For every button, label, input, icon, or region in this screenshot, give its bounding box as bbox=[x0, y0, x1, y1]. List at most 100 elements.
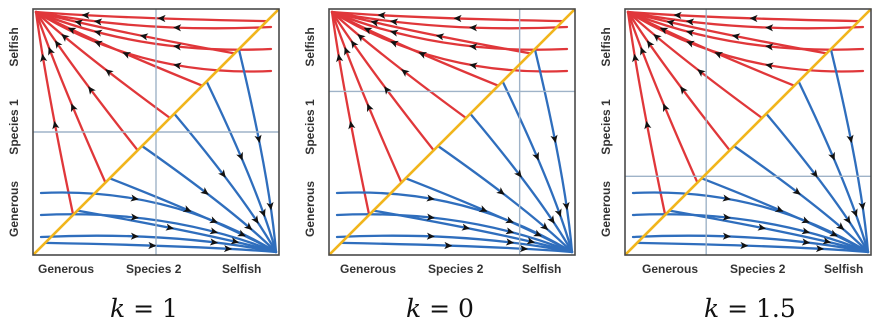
phase-plot bbox=[328, 8, 576, 256]
panel-k-0: Selfish Species 1 Generous Generous Spec… bbox=[296, 0, 586, 333]
red-trajectory bbox=[330, 10, 435, 152]
red-trajectory bbox=[330, 10, 371, 217]
red-trajectories bbox=[330, 10, 569, 217]
flow-arrow bbox=[67, 27, 77, 35]
flow-arrow bbox=[254, 134, 262, 144]
flow-arrow bbox=[554, 208, 562, 218]
y-axis-labels: Selfish Species 1 Generous bbox=[296, 9, 324, 255]
flow-arrow bbox=[139, 33, 149, 41]
flow-arrow bbox=[722, 194, 731, 202]
flow-arrow bbox=[461, 223, 471, 231]
flow-arrow bbox=[810, 169, 818, 178]
flow-arrow bbox=[722, 232, 731, 240]
flow-arrow bbox=[822, 237, 832, 245]
k-number: 1.5 bbox=[756, 294, 796, 323]
k-equals: = bbox=[719, 294, 756, 323]
flow-arrow bbox=[401, 69, 410, 77]
k-number: 1 bbox=[162, 294, 178, 323]
flow-arrow bbox=[348, 120, 356, 130]
flow-arrow bbox=[663, 103, 670, 113]
flow-arrow bbox=[105, 69, 114, 77]
blue-trajectory bbox=[335, 191, 574, 254]
flow-arrow bbox=[426, 194, 435, 202]
diagonal-line bbox=[328, 8, 576, 256]
flow-arrow bbox=[384, 86, 392, 95]
flow-arrow bbox=[88, 86, 96, 95]
red-trajectory bbox=[34, 10, 75, 217]
red-trajectory bbox=[626, 10, 667, 217]
flow-arrow bbox=[801, 216, 810, 224]
flow-arrow bbox=[846, 134, 854, 144]
flow-arrow bbox=[653, 33, 662, 42]
flow-arrow bbox=[71, 103, 78, 113]
flow-arrow bbox=[444, 241, 453, 250]
y-label-selfish: Selfish bbox=[599, 27, 613, 67]
blue-trajectories bbox=[39, 47, 278, 254]
flow-arrow bbox=[350, 40, 359, 49]
flow-arrow bbox=[251, 215, 259, 224]
panel-k-1: Selfish Species 1 Generous Generous Spec… bbox=[0, 0, 290, 333]
blue-trajectory bbox=[436, 144, 574, 254]
flow-arrow bbox=[505, 227, 515, 235]
panel-k-1-5: Selfish Species 1 Generous Generous Spec… bbox=[592, 0, 875, 333]
flow-arrow bbox=[765, 24, 774, 32]
x-label-species-2: Species 2 bbox=[126, 262, 182, 276]
flow-arrow bbox=[223, 244, 233, 253]
flow-arrow bbox=[157, 14, 166, 23]
flow-arrow bbox=[173, 43, 182, 51]
flow-arrow bbox=[801, 238, 811, 246]
flow-arrow bbox=[526, 237, 536, 245]
blue-trajectories bbox=[335, 47, 574, 254]
flow-arrow bbox=[815, 244, 825, 253]
y-label-species-1: Species 1 bbox=[303, 99, 317, 155]
flow-arrow bbox=[505, 216, 514, 224]
blue-trajectory bbox=[732, 144, 870, 254]
blue-trajectory bbox=[39, 191, 278, 254]
flow-arrow bbox=[426, 213, 435, 221]
flow-arrow bbox=[514, 169, 522, 178]
x-label-generous: Generous bbox=[642, 262, 699, 276]
blue-trajectory bbox=[829, 47, 870, 254]
flow-arrow bbox=[539, 222, 549, 231]
flow-arrow bbox=[173, 62, 182, 70]
blue-trajectory bbox=[635, 241, 870, 254]
flow-arrow bbox=[757, 223, 767, 231]
blue-trajectory bbox=[469, 112, 574, 254]
flow-arrow bbox=[130, 213, 139, 221]
diagonal-line bbox=[32, 8, 280, 256]
flow-arrow bbox=[829, 229, 838, 237]
flow-arrow bbox=[714, 52, 724, 59]
flow-arrow bbox=[740, 241, 749, 250]
x-label-species-2: Species 2 bbox=[730, 262, 786, 276]
red-trajectory bbox=[330, 10, 403, 184]
phase-plot bbox=[32, 8, 280, 256]
red-trajectory bbox=[34, 10, 269, 23]
flow-arrow bbox=[357, 33, 366, 42]
flow-arrow bbox=[496, 187, 505, 195]
flow-arrow bbox=[640, 46, 647, 56]
flow-arrow bbox=[61, 33, 70, 42]
flow-arrow bbox=[697, 69, 706, 77]
flow-arrow bbox=[418, 52, 428, 59]
red-trajectory bbox=[626, 10, 699, 184]
flow-arrow bbox=[749, 14, 758, 23]
flow-arrow bbox=[843, 215, 851, 224]
flow-arrow bbox=[54, 40, 63, 49]
phase-plot bbox=[624, 8, 872, 256]
flow-arrow bbox=[52, 120, 60, 130]
blue-trajectory bbox=[43, 241, 278, 254]
flow-arrow bbox=[685, 18, 695, 26]
flow-arrow bbox=[209, 216, 218, 224]
blue-trajectory bbox=[140, 144, 278, 254]
k-symbol: k bbox=[110, 294, 126, 323]
flow-arrow bbox=[435, 33, 445, 41]
red-trajectory bbox=[34, 10, 172, 120]
flow-arrow bbox=[48, 46, 55, 56]
flow-arrow bbox=[550, 134, 558, 144]
blue-trajectory bbox=[39, 234, 278, 254]
flow-arrow bbox=[200, 187, 209, 195]
y-label-generous: Generous bbox=[599, 180, 613, 238]
red-trajectories bbox=[34, 10, 273, 217]
blue-trajectory bbox=[765, 112, 870, 254]
flow-arrow bbox=[453, 14, 462, 23]
